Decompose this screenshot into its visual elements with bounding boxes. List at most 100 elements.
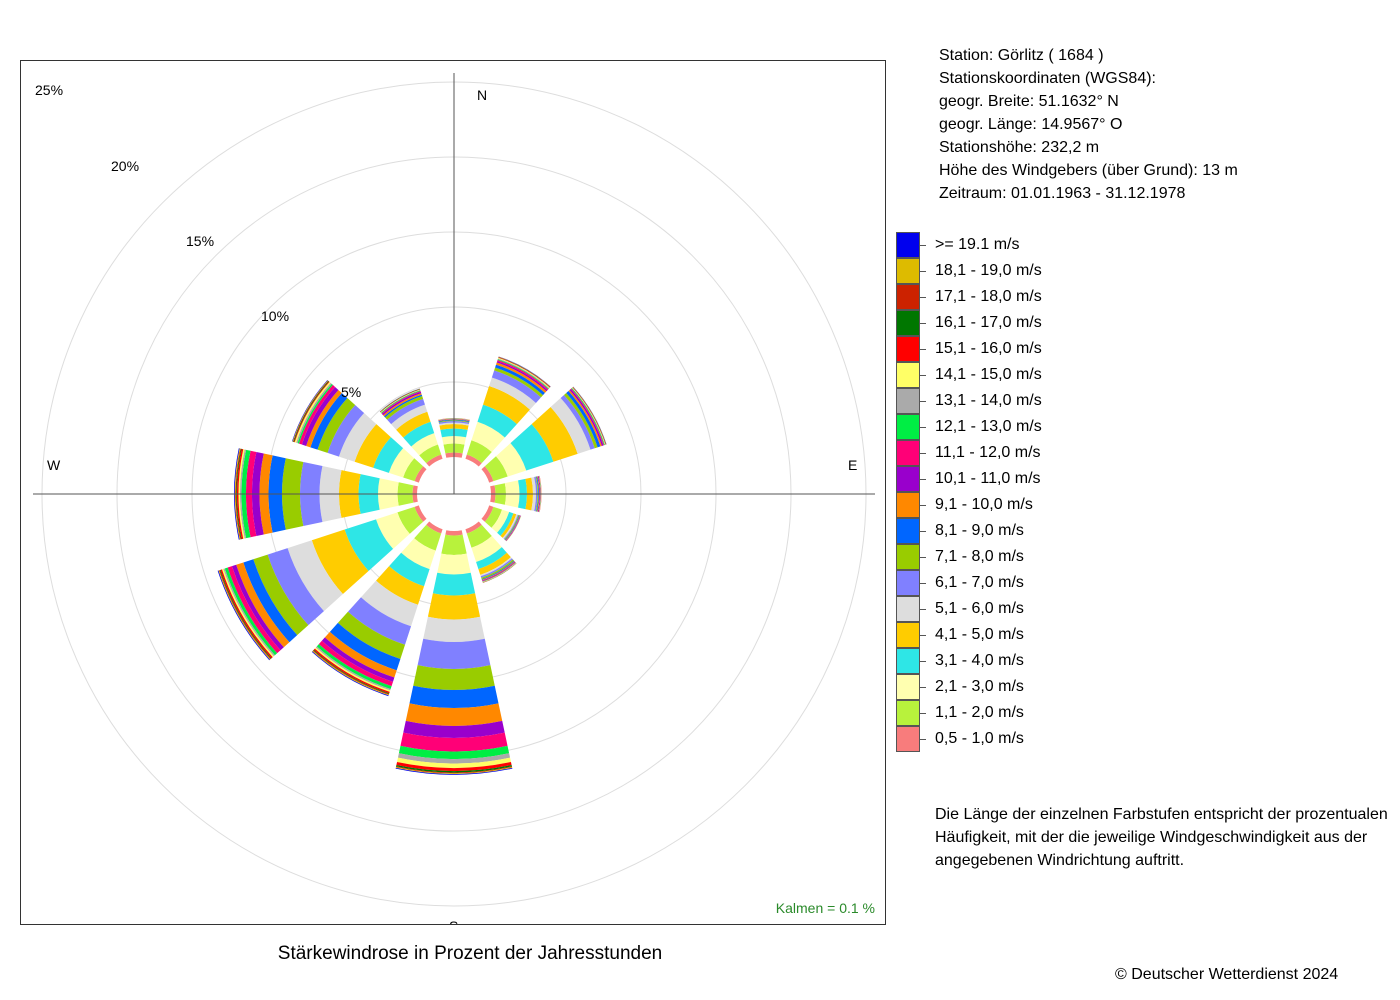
petal-segment [539, 475, 542, 513]
legend-label: 5,1 - 6,0 m/s [935, 600, 1024, 617]
petal-segment [538, 475, 541, 513]
legend-tick [920, 375, 926, 376]
legend-label: 14,1 - 15,0 m/s [935, 366, 1042, 383]
petal-segment [329, 622, 401, 671]
petal-segment [237, 448, 244, 540]
legend-swatch [896, 466, 920, 492]
petal-segment [537, 476, 540, 512]
petal-segment [478, 552, 511, 575]
petal-segment [438, 419, 470, 422]
calm-label: Kalmen = 0.1 % [775, 900, 875, 916]
petal-segment [481, 559, 514, 580]
anemometer-height: Höhe des Windgebers (über Grund): 13 m [939, 162, 1238, 179]
legend-swatch [896, 336, 920, 362]
legend-tick [920, 583, 926, 584]
ring-labels: 5% 10% 15% 20% 25% [35, 82, 361, 400]
legend-swatch [896, 648, 920, 674]
petal-segment [500, 513, 517, 538]
petal-segment [439, 422, 469, 426]
legend-label: 2,1 - 3,0 m/s [935, 678, 1024, 695]
petal-segment [298, 384, 336, 445]
petal-segment [318, 640, 393, 687]
petal-segment [387, 398, 425, 425]
petal-segment [398, 745, 510, 760]
petal-segment [301, 386, 339, 446]
ring-label-20: 20% [111, 158, 139, 174]
legend-tick [920, 427, 926, 428]
petal-segment [484, 506, 503, 528]
legend-label: 1,1 - 2,0 m/s [935, 704, 1024, 721]
legend-swatch [896, 310, 920, 336]
petal-segment [376, 512, 410, 549]
petal-segment [324, 631, 397, 678]
petal-segment [426, 521, 443, 534]
petal-segment [495, 364, 546, 396]
petal-segment [236, 562, 290, 648]
petal-segment [438, 418, 470, 421]
petal-segment [471, 421, 505, 453]
petal-segment [395, 766, 513, 774]
legend-label: 0,5 - 1,0 m/s [935, 730, 1024, 747]
petal-segment [477, 404, 517, 438]
petal-segment [471, 535, 502, 563]
petal-segment [337, 611, 406, 660]
ring-label-10: 10% [261, 308, 289, 324]
petal-segment [539, 475, 542, 513]
petal-segment [496, 361, 548, 392]
legend-swatch [896, 622, 920, 648]
legend-tick [920, 323, 926, 324]
wind-rose-svg: 5% 10% 15% 20% 25% N E S W [33, 73, 875, 925]
station-latitude: geogr. Breite: 51.1632° N [939, 93, 1119, 110]
petal-segment [531, 407, 578, 462]
petal-segment [397, 506, 424, 534]
compass-axes [33, 73, 875, 495]
petal-segment [306, 389, 342, 448]
cardinal-west: W [47, 457, 61, 473]
petal-segment [566, 390, 601, 448]
petal-segment [480, 557, 512, 577]
petal-segment [403, 720, 505, 739]
legend-label: 17,1 - 18,0 m/s [935, 288, 1042, 305]
petal-segment [502, 514, 518, 539]
petal-segment [466, 524, 492, 548]
legend-tick [920, 245, 926, 246]
station-elevation: Stationshöhe: 232,2 m [939, 139, 1100, 156]
petal-segment [535, 476, 539, 512]
petal-segment [438, 418, 470, 420]
legend-label: 3,1 - 4,0 m/s [935, 652, 1024, 669]
petal-segment [481, 466, 494, 483]
ring-label-15: 15% [186, 233, 214, 249]
cardinal-south: S [449, 918, 458, 925]
legend-swatch [896, 700, 920, 726]
petal-segment [234, 448, 241, 540]
explanation-note: Die Länge der einzelnen Farbstufen entsp… [935, 806, 1388, 869]
petal-segment [397, 753, 511, 764]
petal-segment [489, 377, 536, 410]
petal-segment [438, 418, 470, 421]
legend-tick [920, 687, 926, 688]
petal-segment [235, 448, 242, 540]
petal-segment [494, 367, 543, 398]
ring-label-5: 5% [341, 384, 361, 400]
petal-segment [241, 449, 251, 539]
petal-segment [466, 440, 492, 464]
legend-tick [920, 271, 926, 272]
petal-segment [396, 762, 512, 772]
petal-segment [536, 476, 539, 512]
petal-segment [383, 393, 422, 417]
petal-segment [224, 567, 278, 656]
chart-title: Stärkewindrose in Prozent der Jahresstun… [277, 943, 663, 964]
petal-segment [400, 732, 508, 752]
petal-segment [550, 397, 591, 454]
petal-segment [438, 421, 470, 425]
petal-segment [327, 405, 365, 457]
petal-segment [414, 466, 427, 483]
petal-segment [227, 566, 281, 654]
petal-segment [445, 530, 463, 536]
petal-segment [405, 703, 503, 726]
legend-label: 12,1 - 13,0 m/s [935, 418, 1042, 435]
petal-segment [476, 547, 507, 570]
petal-segment [233, 448, 240, 540]
legend-tick [920, 557, 926, 558]
petal-segment [403, 458, 424, 482]
